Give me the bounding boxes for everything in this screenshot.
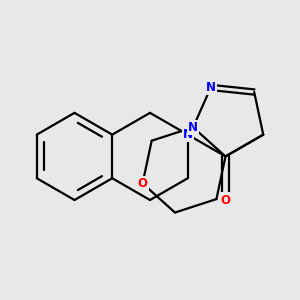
Text: N: N <box>188 121 198 134</box>
Text: N: N <box>206 81 216 94</box>
Text: N: N <box>183 128 193 141</box>
Text: O: O <box>138 177 148 190</box>
Text: O: O <box>220 194 230 206</box>
